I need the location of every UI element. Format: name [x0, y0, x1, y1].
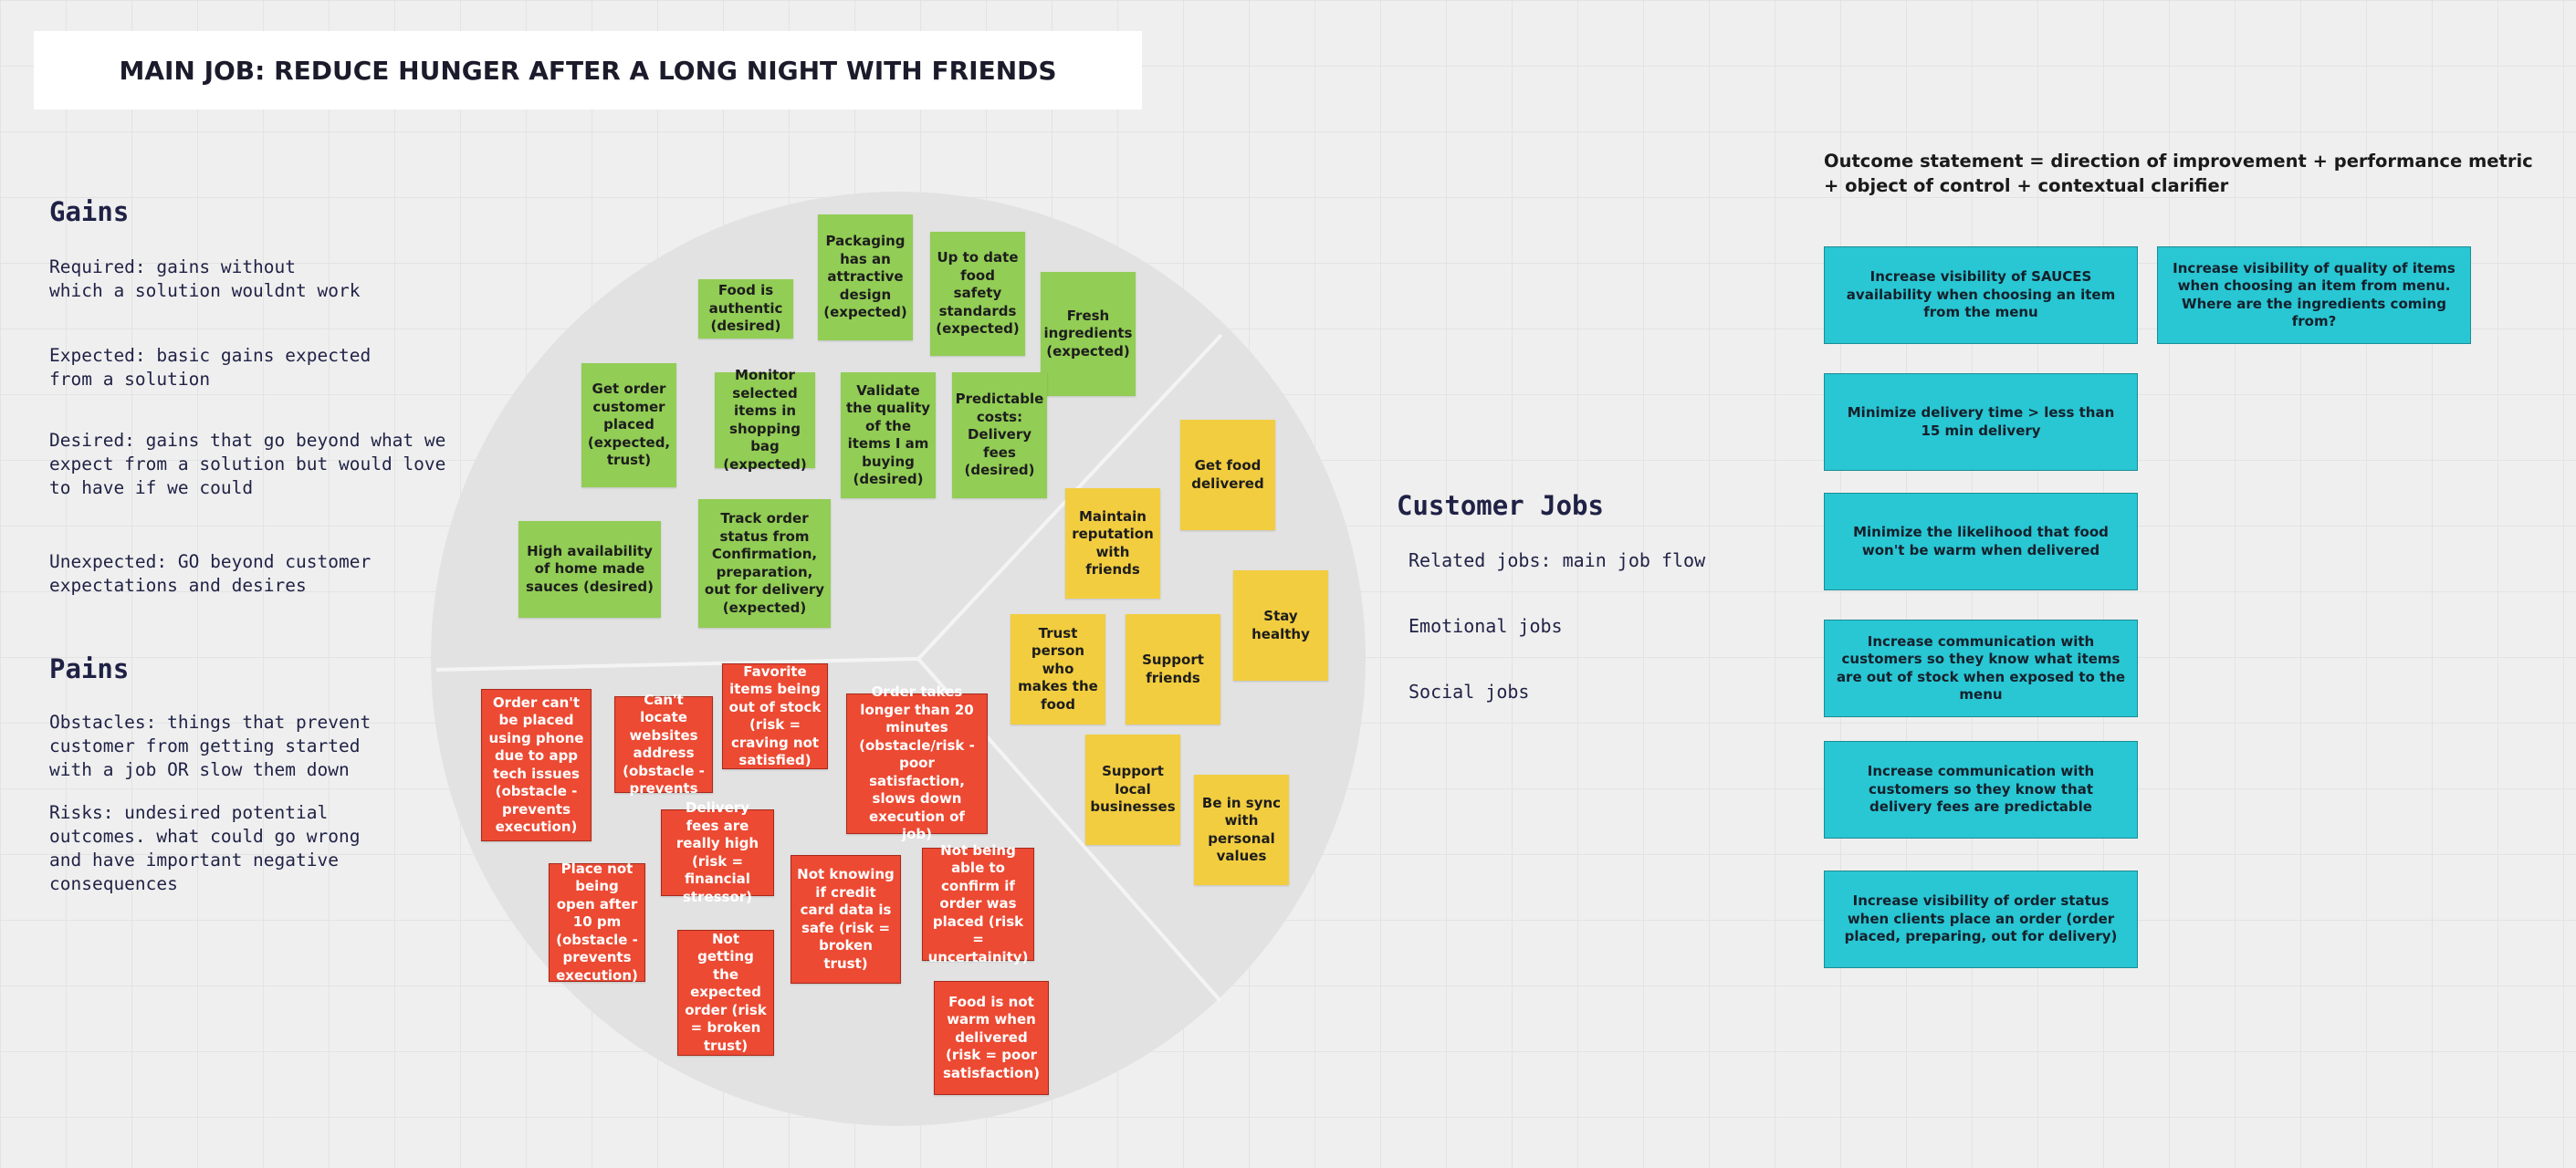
outcome-card[interactable]: Increase visibility of quality of items … — [2157, 246, 2471, 344]
gain-note[interactable]: Fresh ingredients (expected) — [1041, 272, 1136, 396]
job-note[interactable]: Support local businesses — [1085, 735, 1180, 845]
pain-note[interactable]: Order can't be placed using phone due to… — [481, 689, 592, 841]
gain-note[interactable]: High availability of home made sauces (d… — [518, 521, 661, 618]
job-note[interactable]: Trust person who makes the food — [1011, 614, 1105, 725]
pain-note[interactable]: Favorite items being out of stock (risk … — [722, 663, 828, 769]
outcome-card[interactable]: Increase communication with customers so… — [1824, 741, 2138, 839]
pains-risks-text: Risks: undesired potential outcomes. wha… — [49, 802, 361, 894]
related-jobs-text: Related jobs: main job flow — [1408, 549, 1706, 571]
gains-desired-text: Desired: gains that go beyond what we ex… — [49, 430, 446, 498]
gain-note[interactable]: Get order customer placed (expected, tru… — [581, 363, 676, 487]
gain-note[interactable]: Food is authentic (desired) — [698, 279, 793, 339]
gains-unexpected-text: Unexpected: GO beyond customer expectati… — [49, 551, 372, 596]
job-note[interactable]: Be in sync with personal values — [1194, 775, 1289, 885]
pains-heading: Pains — [49, 653, 130, 684]
gains-expected-text: Expected: basic gains expected from a so… — [49, 345, 372, 390]
social-jobs-text: Social jobs — [1408, 681, 1530, 703]
customer-jobs-heading: Customer Jobs — [1397, 490, 1604, 521]
pain-note[interactable]: Delivery fees are really high (risk = fi… — [661, 799, 774, 905]
pain-note[interactable]: Not being able to confirm if order was p… — [922, 842, 1034, 965]
pain-note[interactable]: Order takes longer than 20 minutes (obst… — [846, 683, 988, 842]
pain-note[interactable]: Place not being open after 10 pm (obstac… — [549, 860, 645, 984]
pain-note[interactable]: Food is not warm when delivered (risk = … — [934, 981, 1049, 1095]
outcome-statement-text: Outcome statement = direction of improve… — [1824, 151, 2533, 196]
gain-note[interactable]: Predictable costs: Delivery fees (desire… — [952, 372, 1047, 498]
job-note[interactable]: Maintain reputation with friends — [1065, 488, 1160, 599]
job-note[interactable]: Support friends — [1126, 614, 1220, 725]
pain-note[interactable]: Can't locate websites address (obstacle … — [614, 692, 713, 797]
gain-note[interactable]: Packaging has an attractive design (expe… — [818, 214, 913, 340]
pain-note[interactable]: Not knowing if credit card data is safe … — [791, 855, 901, 984]
outcome-card[interactable]: Increase visibility of SAUCES availabili… — [1824, 246, 2138, 344]
gain-note[interactable]: Validate the quality of the items I am b… — [841, 372, 936, 498]
gain-note[interactable]: Track order status from Confirmation, pr… — [698, 499, 831, 628]
pains-obstacles-text: Obstacles: things that prevent customer … — [49, 712, 372, 780]
gains-heading: Gains — [49, 196, 130, 227]
outcome-card[interactable]: Increase communication with customers so… — [1824, 620, 2138, 717]
main-job-title[interactable]: MAIN JOB: REDUCE HUNGER AFTER A LONG NIG… — [34, 31, 1142, 110]
outcome-card[interactable]: Increase visibility of order status when… — [1824, 871, 2138, 968]
gains-required-text: Required: gains without which a solution… — [49, 256, 361, 301]
gain-note[interactable]: Monitor selected items in shopping bag (… — [715, 367, 815, 473]
job-note[interactable]: Get food delivered — [1180, 420, 1275, 530]
outcome-card[interactable]: Minimize the likelihood that food won't … — [1824, 493, 2138, 590]
emotional-jobs-text: Emotional jobs — [1408, 615, 1563, 637]
gain-note[interactable]: Up to date food safety standards (expect… — [930, 232, 1025, 356]
outcome-card[interactable]: Minimize delivery time > less than 15 mi… — [1824, 373, 2138, 471]
pain-note[interactable]: Not getting the expected order (risk = b… — [677, 930, 774, 1056]
job-note[interactable]: Stay healthy — [1233, 570, 1328, 681]
